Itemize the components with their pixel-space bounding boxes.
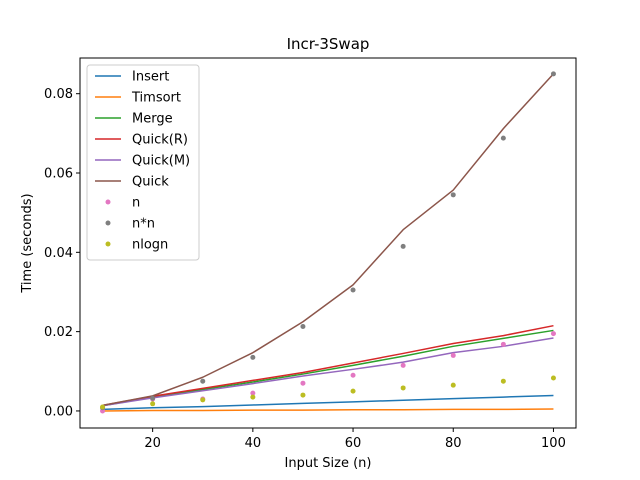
- data-point-n-n: [400, 243, 406, 249]
- data-point-n: [400, 362, 406, 368]
- series-line-quick: [102, 73, 555, 407]
- legend-swatch-nlogn: [105, 241, 111, 247]
- data-point-n: [350, 372, 356, 378]
- legend-label-timsort: Timsort: [131, 91, 181, 106]
- data-point-nlogn: [250, 394, 256, 400]
- data-point-nlogn: [100, 404, 106, 410]
- y-tick-label: 0.00: [44, 404, 73, 419]
- data-point-n-n: [200, 378, 206, 384]
- legend-label-quick-m: Quick(M): [132, 154, 190, 169]
- y-axis: 0.00 0.02 0.04 0.06 0.08: [44, 87, 80, 419]
- legend-swatch-n-n: [105, 220, 111, 226]
- x-tick-label: 100: [541, 436, 566, 451]
- y-tick-label: 0.02: [44, 325, 73, 340]
- x-axis: 20 40 60 80 100: [144, 428, 566, 451]
- legend-label-merge: Merge: [132, 112, 173, 127]
- data-point-n: [500, 341, 506, 347]
- data-point-n: [300, 380, 306, 386]
- y-tick-label: 0.06: [44, 167, 73, 182]
- y-tick-label: 0.04: [44, 246, 73, 261]
- data-point-n-n: [350, 287, 356, 293]
- y-axis-title: Time (seconds): [20, 193, 35, 293]
- data-point-nlogn: [150, 401, 156, 407]
- legend-label-quick-r: Quick(R): [132, 133, 188, 148]
- legend: Insert Timsort Merge Quick(R) Quick(M) Quick n…: [86, 64, 200, 261]
- chart-title: Incr-3Swap: [287, 35, 370, 53]
- data-point-n-n: [300, 323, 306, 329]
- data-point-n-n: [550, 71, 556, 77]
- x-tick-label: 60: [345, 436, 362, 451]
- legend-label-quick: Quick: [132, 175, 169, 190]
- legend-label-insert: Insert: [132, 70, 169, 85]
- series-line-timsort: [102, 408, 554, 412]
- data-point-n: [250, 390, 256, 396]
- series-line-quick-r: [102, 324, 554, 407]
- series-line-merge: [102, 329, 554, 407]
- x-tick-label: 40: [245, 436, 262, 451]
- data-point-n-n: [450, 192, 456, 198]
- legend-label-n: n: [132, 196, 140, 211]
- data-point-n-n: [500, 135, 506, 141]
- plot-marks: [100, 71, 556, 414]
- data-point-nlogn: [550, 375, 556, 381]
- legend-swatch-n: [105, 199, 111, 205]
- data-point-nlogn: [450, 382, 456, 388]
- data-point-nlogn: [400, 385, 406, 391]
- data-point-n-n: [150, 395, 156, 401]
- data-point-nlogn: [350, 388, 356, 394]
- y-tick-label: 0.08: [44, 87, 73, 102]
- data-point-nlogn: [200, 397, 206, 403]
- series-line-insert: [102, 394, 554, 411]
- x-tick-label: 80: [445, 436, 462, 451]
- legend-box: [86, 64, 200, 261]
- data-point-n: [450, 352, 456, 358]
- data-point-n: [550, 331, 556, 337]
- data-point-nlogn: [300, 392, 306, 398]
- x-tick-label: 20: [144, 436, 161, 451]
- data-point-n-n: [250, 354, 256, 360]
- legend-label-nlogn: nlogn: [132, 238, 168, 253]
- plot-frame: [79, 57, 577, 429]
- series-line-quick-m: [102, 337, 554, 407]
- x-axis-title: Input Size (n): [285, 456, 372, 471]
- legend-label-n-n: n*n: [132, 217, 155, 232]
- data-point-nlogn: [500, 378, 506, 384]
